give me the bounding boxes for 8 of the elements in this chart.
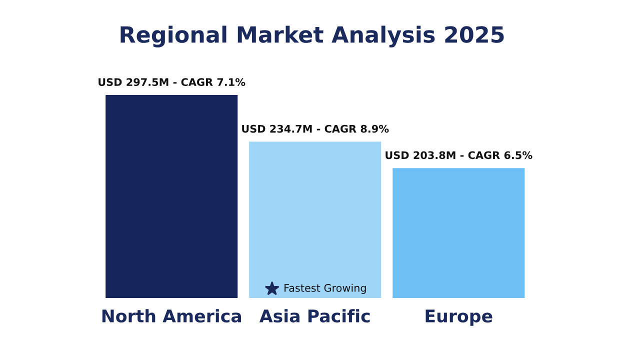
annotation: USD 297.5M - CAGR 7.1%: [98, 78, 246, 86]
annotation: USD 234.7M - CAGR 8.9%: [242, 124, 389, 133]
chart-title: Regional Market Analysis 2025: [120, 26, 504, 48]
x-tick-label: Asia Pacific: [259, 309, 370, 323]
x-tick-label: Europe: [426, 310, 492, 326]
annotation: Fastest Growing: [284, 284, 366, 294]
x-tick-label: North America: [102, 309, 242, 323]
annotation: USD 203.8M - CAGR 6.5%: [386, 151, 532, 160]
